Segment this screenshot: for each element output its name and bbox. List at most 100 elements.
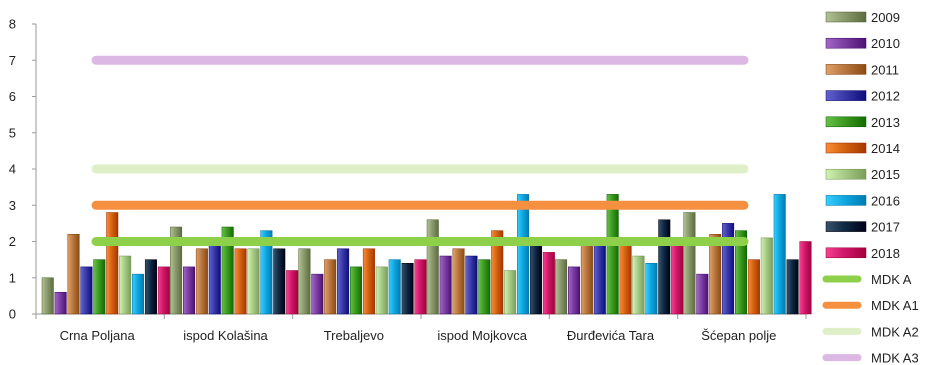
legend-label: MDK A <box>871 272 912 287</box>
bar-2015-5 <box>760 237 773 315</box>
bar-2014-2 <box>362 248 375 315</box>
bar-2014-5 <box>747 259 760 315</box>
bar-2010-1 <box>182 266 195 315</box>
bar-2015-4 <box>632 255 645 315</box>
bar-2018-0 <box>157 266 170 315</box>
bar-2011-0 <box>67 234 80 315</box>
y-tick-label: 2 <box>9 234 16 249</box>
x-tick-label: Šćepan polje <box>701 328 776 343</box>
bar-2015-1 <box>247 248 260 315</box>
bar-2015-0 <box>119 255 132 315</box>
bar-2013-4 <box>606 194 619 315</box>
bar-2009-1 <box>170 226 183 315</box>
legend-label: 2014 <box>871 141 900 156</box>
bar-2011-4 <box>580 244 593 315</box>
bar-2016-1 <box>260 230 273 315</box>
legend-swatch-2011 <box>825 64 867 75</box>
bar-2016-2 <box>388 259 401 315</box>
bar-2012-0 <box>80 266 93 315</box>
bar-2018-4 <box>671 244 684 315</box>
legend-label: 2009 <box>871 10 900 25</box>
bar-2017-1 <box>273 248 286 315</box>
legend-label: 2010 <box>871 36 900 51</box>
bar-2013-2 <box>350 266 363 315</box>
bar-2017-0 <box>144 259 157 315</box>
legend-swatch-2018 <box>825 247 867 259</box>
y-tick-label: 5 <box>9 125 16 140</box>
y-tick-label: 6 <box>9 89 16 104</box>
legend-label: MDK A2 <box>871 324 919 339</box>
bar-2012-3 <box>465 255 478 315</box>
bar-2013-5 <box>735 230 748 315</box>
bar-2016-4 <box>645 263 658 315</box>
bar-2011-1 <box>195 248 208 315</box>
legend-swatch-2016 <box>825 195 867 206</box>
bar-2009-2 <box>298 248 311 315</box>
y-tick-label: 0 <box>9 307 16 322</box>
bar-2010-3 <box>439 255 452 315</box>
bar-2011-3 <box>452 248 465 315</box>
legend-swatch-2012 <box>825 90 867 101</box>
bar-2015-2 <box>375 266 388 315</box>
axis-labels: 0 1 2 3 4 5 6 7 8 Crna Poljana ispod Kolašina Treba… <box>9 17 777 344</box>
bar-2013-1 <box>221 226 234 315</box>
bar-2017-4 <box>658 219 671 315</box>
bar-2013-3 <box>478 259 491 315</box>
bar-2015-3 <box>504 270 517 315</box>
bar-2010-4 <box>567 266 580 315</box>
y-tick-label: 7 <box>9 53 16 68</box>
legend-swatch-2015 <box>825 168 867 180</box>
y-tick-label: 4 <box>9 162 16 177</box>
legend-label: 2016 <box>871 193 900 208</box>
bar-2018-5 <box>799 241 812 315</box>
bar-2009-4 <box>555 259 568 315</box>
bar-2011-2 <box>324 259 337 315</box>
x-tick-label: ispod Kolašina <box>183 328 268 343</box>
bar-2017-3 <box>529 244 542 315</box>
bar-2009-3 <box>426 219 439 315</box>
bar-2012-2 <box>337 248 350 315</box>
y-tick-label: 3 <box>9 198 16 213</box>
legend-label: 2018 <box>871 246 900 261</box>
bar-2012-4 <box>593 241 606 315</box>
bar-2013-0 <box>93 259 106 315</box>
bars <box>41 194 812 315</box>
bar-2017-2 <box>401 263 414 315</box>
bar-2016-5 <box>773 194 786 315</box>
legend-swatch-2013 <box>825 116 867 128</box>
bar-2012-1 <box>208 241 221 315</box>
bar-2009-0 <box>41 277 54 315</box>
reference-lines <box>91 55 749 246</box>
legend-label: MDK A3 <box>871 351 919 365</box>
bar-2014-3 <box>491 230 504 315</box>
bar-2010-2 <box>311 273 324 315</box>
legend-label: 2011 <box>871 62 899 77</box>
bar-2012-5 <box>722 223 735 315</box>
x-tick-label: Trebaljevo <box>324 328 384 343</box>
bar-2018-2 <box>414 259 427 315</box>
legend: 2009 2010 2011 2012 2013 2014 2015 2016 2017 2018… <box>822 10 919 365</box>
x-tick-label: Crna Poljana <box>60 328 136 343</box>
bar-2014-4 <box>619 241 632 315</box>
y-tick-label: 1 <box>9 270 16 285</box>
legend-swatch-2010 <box>825 37 867 49</box>
legend-swatch-2009 <box>825 11 867 23</box>
bar-2016-0 <box>132 273 145 315</box>
legend-swatch-2014 <box>825 142 867 154</box>
legend-label: MDK A1 <box>871 298 919 313</box>
bar-2009-5 <box>683 212 696 315</box>
legend-label: 2012 <box>871 89 900 104</box>
legend-label: 2015 <box>871 167 900 182</box>
bar-2014-1 <box>234 248 247 315</box>
bar-2014-0 <box>106 212 119 315</box>
bar-2017-5 <box>786 259 799 315</box>
bar-2018-3 <box>542 252 555 315</box>
bar-2010-0 <box>54 292 67 315</box>
y-tick-label: 8 <box>9 17 16 32</box>
bar-2011-5 <box>709 234 722 315</box>
x-tick-label: Đurđevića Tara <box>567 328 655 343</box>
x-tick-label: ispod Mojkovca <box>437 328 527 343</box>
bar-2016-3 <box>517 194 530 315</box>
bar-2018-1 <box>286 270 299 315</box>
